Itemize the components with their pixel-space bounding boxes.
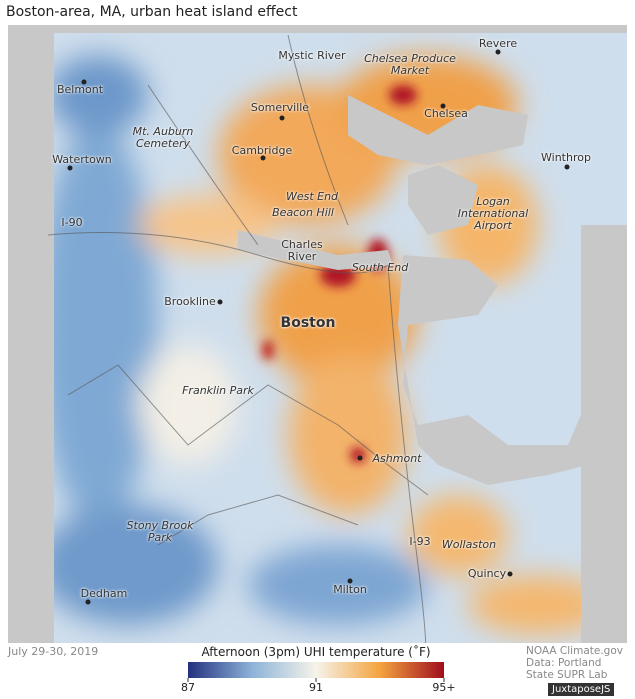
legend-tick-label: 91 xyxy=(309,681,323,694)
place-dot xyxy=(440,103,446,109)
place-dot xyxy=(507,571,513,577)
credit: NOAA Climate.gov Data: Portland State SU… xyxy=(526,645,623,681)
place-label: Franklin Park xyxy=(182,384,254,397)
roads xyxy=(47,34,429,643)
water xyxy=(8,25,627,643)
place-dot xyxy=(81,79,87,85)
colorbar xyxy=(188,662,444,678)
place-dot xyxy=(357,455,363,461)
place-dot xyxy=(564,164,570,170)
place-label: Ashmont xyxy=(372,452,422,465)
place-label: Quincy xyxy=(467,567,507,580)
place-label: Wollaston xyxy=(441,538,497,551)
map xyxy=(8,25,627,643)
place-dot xyxy=(347,578,353,584)
place-label: Stony Brook Park xyxy=(126,519,194,544)
place-label: Revere xyxy=(478,37,518,50)
place-label: Cambridge xyxy=(231,144,293,157)
place-label: Mt. Auburn Cemetery xyxy=(132,125,194,150)
place-label: West End xyxy=(285,190,339,203)
badge[interactable]: JuxtaposeJS xyxy=(548,683,615,696)
place-label: Chelsea xyxy=(424,107,468,120)
place-label: Charles River xyxy=(281,238,323,263)
date: July 29-30, 2019 xyxy=(8,645,99,658)
place-label: Watertown xyxy=(52,153,112,166)
place-dot xyxy=(279,115,285,121)
place-dot xyxy=(495,49,501,55)
place-dot xyxy=(67,165,73,171)
place-dot xyxy=(85,599,91,605)
place-label: Chelsea Produce Market xyxy=(364,52,456,77)
place-label: I-90 xyxy=(61,216,83,229)
legend-title: Afternoon (3pm) UHI temperature (˚F) xyxy=(201,645,431,659)
place-label: Dedham xyxy=(80,587,128,600)
place-label: South End xyxy=(351,261,409,274)
place-label: Brookline xyxy=(164,295,216,308)
place-label: Beacon Hill xyxy=(272,206,334,219)
place-label: Somerville xyxy=(250,101,310,114)
legend: 87 91 95+ xyxy=(181,662,456,694)
legend-tick-label: 95+ xyxy=(432,681,455,694)
place-dot xyxy=(260,155,266,161)
place-label: Belmont xyxy=(56,83,104,96)
heat-field xyxy=(38,55,608,635)
title: Boston-area, MA, urban heat island effec… xyxy=(6,4,298,20)
place-dot xyxy=(217,299,223,305)
place-label: Boston xyxy=(280,315,336,331)
place-label: Mystic River xyxy=(278,49,346,62)
place-label: Logan International Airport xyxy=(457,195,529,232)
place-label: Milton xyxy=(333,583,367,596)
place-label: Winthrop xyxy=(541,151,591,164)
legend-tick-label: 87 xyxy=(181,681,195,694)
place-label: I-93 xyxy=(409,535,431,548)
